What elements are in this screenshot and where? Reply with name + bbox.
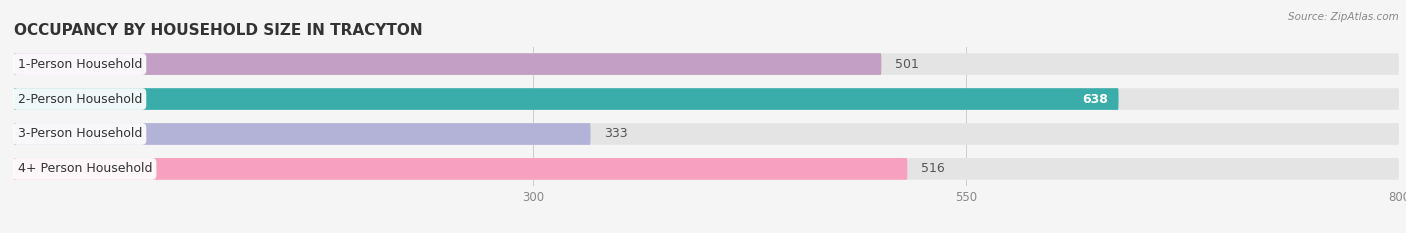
Text: 1-Person Household: 1-Person Household	[17, 58, 142, 71]
FancyBboxPatch shape	[14, 123, 1399, 145]
Text: 2-Person Household: 2-Person Household	[17, 93, 142, 106]
FancyBboxPatch shape	[14, 53, 1399, 75]
FancyBboxPatch shape	[14, 88, 1119, 110]
Text: OCCUPANCY BY HOUSEHOLD SIZE IN TRACYTON: OCCUPANCY BY HOUSEHOLD SIZE IN TRACYTON	[14, 24, 423, 38]
FancyBboxPatch shape	[14, 123, 591, 145]
Text: 501: 501	[896, 58, 920, 71]
FancyBboxPatch shape	[14, 53, 882, 75]
Text: 333: 333	[605, 127, 628, 140]
FancyBboxPatch shape	[14, 158, 907, 180]
Text: Source: ZipAtlas.com: Source: ZipAtlas.com	[1288, 12, 1399, 22]
FancyBboxPatch shape	[14, 88, 1399, 110]
Text: 4+ Person Household: 4+ Person Household	[17, 162, 152, 175]
Text: 638: 638	[1083, 93, 1108, 106]
FancyBboxPatch shape	[14, 158, 1399, 180]
Text: 3-Person Household: 3-Person Household	[17, 127, 142, 140]
Text: 516: 516	[921, 162, 945, 175]
